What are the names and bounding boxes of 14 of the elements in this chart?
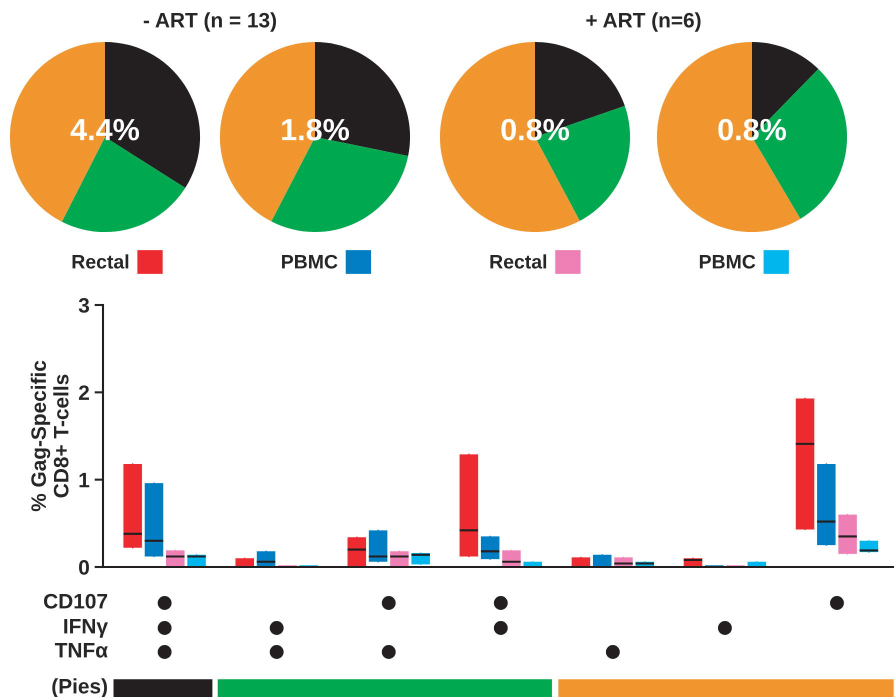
y-tick-label: 2: [78, 385, 89, 400]
chart-title: + ART (n=6): [586, 12, 701, 32]
legend-label: PBMC: [282, 254, 338, 269]
legend-label: Rectal: [490, 254, 546, 269]
legend-label: PBMC: [700, 254, 756, 269]
chart-title: - ART (n = 13): [144, 12, 276, 32]
text: IFNγ: [64, 619, 108, 638]
legend-label: Rectal: [72, 254, 128, 269]
y-tick-label: 1: [80, 472, 90, 488]
text: CD107: [44, 594, 108, 609]
text: TNFα: [54, 643, 108, 658]
y-tick-label: 0: [79, 560, 89, 575]
y-axis-title: % Gag-Specific CD8+ T-cells: [30, 360, 69, 512]
y-tick-label: 3: [78, 298, 90, 313]
